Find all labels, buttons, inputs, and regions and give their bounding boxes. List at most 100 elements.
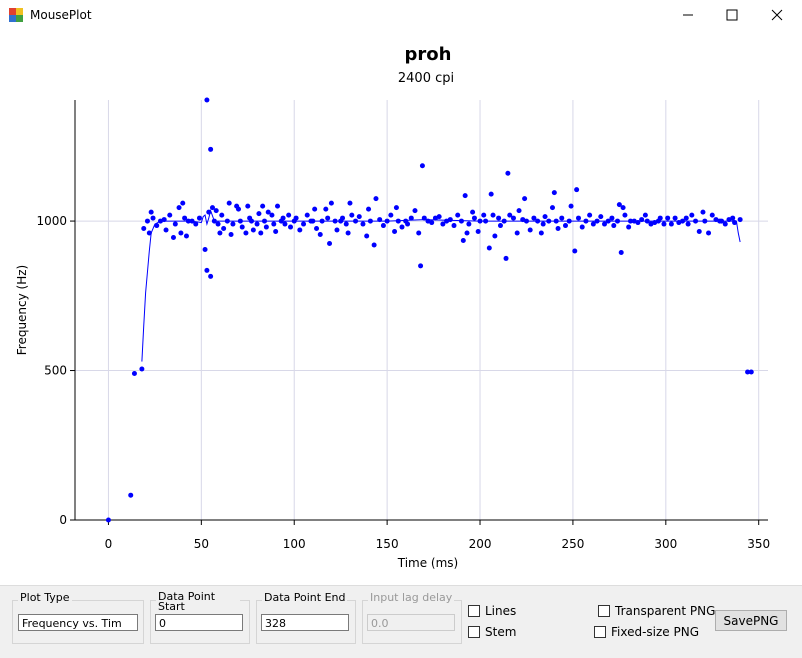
data-point <box>505 170 511 176</box>
data-point <box>202 246 208 252</box>
data-point <box>256 211 262 217</box>
data-point <box>618 249 624 255</box>
data-point <box>748 369 754 375</box>
data-point <box>470 209 476 215</box>
close[interactable] <box>771 9 783 21</box>
data-point <box>616 202 622 208</box>
group-label: Plot Type <box>18 591 72 604</box>
x-tick-label: 150 <box>376 537 399 551</box>
app-icon <box>9 8 23 22</box>
fixed-checkbox[interactable] <box>594 626 606 638</box>
data-point <box>360 221 366 227</box>
start-input[interactable]: 0 <box>155 614 243 631</box>
data-point <box>323 206 329 212</box>
data-point <box>364 233 370 239</box>
data-point <box>347 200 353 206</box>
data-point <box>460 237 466 243</box>
data-point <box>540 221 546 227</box>
start-group: Data Point Start 0 <box>150 591 250 644</box>
data-point <box>131 371 137 377</box>
data-point <box>685 221 691 227</box>
data-point <box>196 215 202 221</box>
group-label: Input lag delay <box>368 591 455 604</box>
data-point <box>288 224 294 230</box>
data-point <box>492 233 498 239</box>
title-bar: MousePlot <box>0 0 802 30</box>
data-point <box>340 215 346 221</box>
x-tick-label: 100 <box>283 537 306 551</box>
data-point <box>317 232 323 238</box>
data-point <box>345 230 351 236</box>
data-point <box>490 212 496 218</box>
data-point <box>312 206 318 212</box>
save-button[interactable]: SavePNG <box>715 610 787 631</box>
data-point <box>280 215 286 221</box>
data-point <box>447 217 453 223</box>
x-tick-label: 250 <box>561 537 584 551</box>
plot-type-group: Plot Type Frequency vs. Tim <box>12 592 144 644</box>
maximize[interactable] <box>726 9 738 21</box>
data-point <box>399 224 405 230</box>
data-point <box>542 214 548 220</box>
data-point <box>265 209 271 215</box>
data-point <box>562 223 568 229</box>
data-point <box>213 208 219 214</box>
stem-checkbox[interactable] <box>468 626 480 638</box>
data-point <box>440 221 446 227</box>
lag-group: Input lag delay 0.0 <box>362 592 462 644</box>
data-point <box>392 229 398 235</box>
transparent-checkbox[interactable] <box>598 605 610 617</box>
data-point <box>709 212 715 218</box>
data-point <box>661 221 667 227</box>
data-point <box>148 209 154 215</box>
data-point <box>486 245 492 251</box>
data-point <box>555 226 561 232</box>
data-point <box>273 229 279 235</box>
x-tick-label: 350 <box>747 537 770 551</box>
data-line <box>141 208 741 362</box>
data-point <box>737 217 743 223</box>
data-point <box>180 200 186 206</box>
plot-type-dropdown[interactable]: Frequency vs. Tim <box>18 614 138 631</box>
data-point <box>590 221 596 227</box>
checkbox-label: Transparent PNG <box>615 604 716 618</box>
window-title: MousePlot <box>30 8 92 22</box>
data-point <box>141 226 147 232</box>
data-point <box>496 215 502 221</box>
window-buttons[interactable] <box>670 0 802 30</box>
x-tick-label: 50 <box>194 537 209 551</box>
data-point <box>349 212 355 218</box>
lines-checkbox[interactable] <box>468 605 480 617</box>
data-point <box>419 163 425 169</box>
data-point <box>510 215 516 221</box>
data-point <box>286 212 292 218</box>
data-point <box>481 212 487 218</box>
checkbox-label: Stem <box>485 625 517 639</box>
data-point <box>204 97 210 103</box>
end-input[interactable]: 328 <box>261 614 349 631</box>
data-point <box>226 200 232 206</box>
data-point <box>551 190 557 196</box>
data-point <box>314 226 320 232</box>
data-point <box>527 227 533 233</box>
data-point <box>657 215 663 221</box>
data-point <box>405 221 411 227</box>
group-label: Data Point End <box>262 591 348 604</box>
data-point <box>587 212 593 218</box>
data-point <box>436 214 442 220</box>
data-point <box>475 229 481 235</box>
data-point <box>219 212 225 218</box>
data-point <box>488 191 494 197</box>
data-point <box>254 221 260 227</box>
data-point <box>418 263 424 269</box>
data-point <box>230 221 236 227</box>
data-point <box>260 203 266 209</box>
data-point <box>451 223 457 229</box>
data-point <box>700 209 706 215</box>
data-point <box>408 215 414 221</box>
data-point <box>745 369 751 375</box>
data-point <box>154 223 160 229</box>
data-point <box>217 230 223 236</box>
chart-subtitle: 2400 cpi <box>398 71 454 86</box>
data-point <box>559 215 565 221</box>
